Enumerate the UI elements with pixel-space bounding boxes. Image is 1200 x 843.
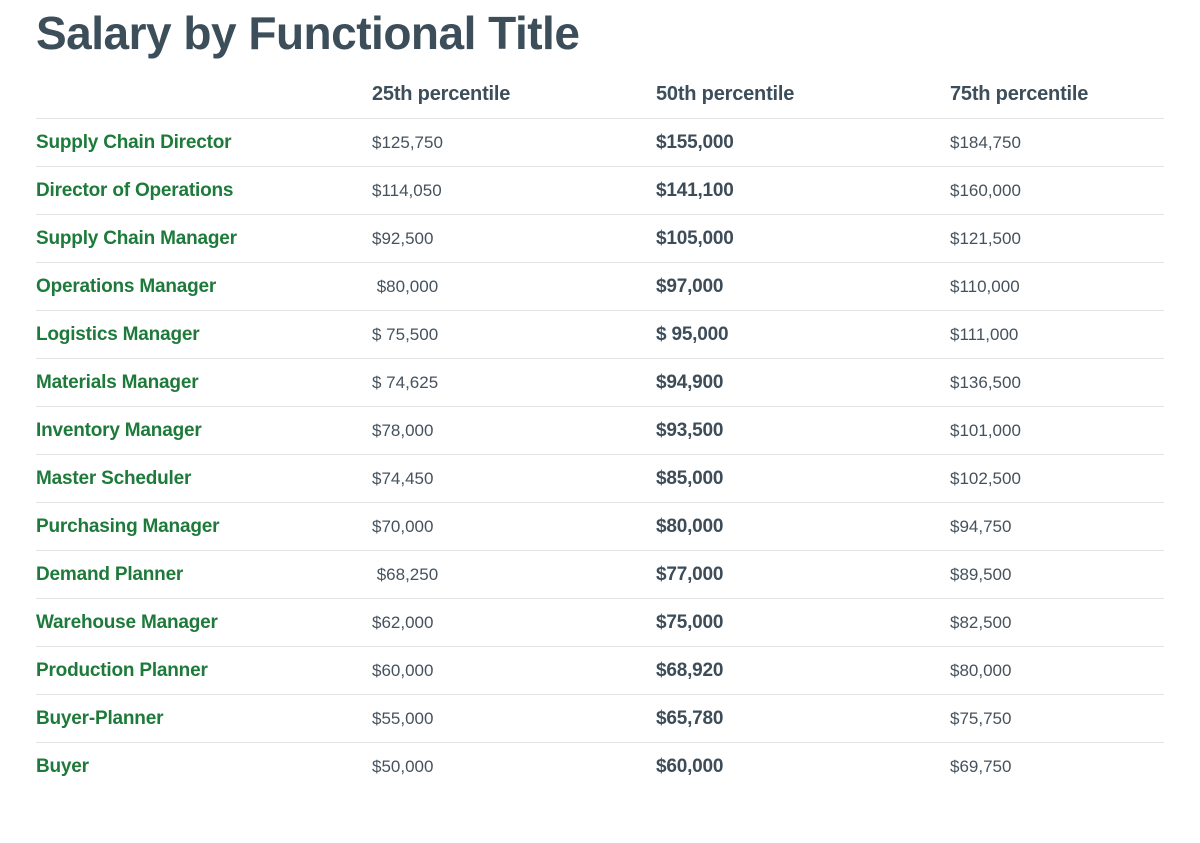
job-title: Warehouse Manager [36, 611, 218, 633]
salary-25th-percentile: $78,000 [372, 420, 434, 440]
salary-50th-percentile: $77,000 [656, 563, 724, 585]
job-title: Materials Manager [36, 371, 199, 393]
table-row: Materials Manager $ 74,625 $94,900 $136,… [36, 359, 1164, 408]
salary-50th-percentile: $97,000 [656, 275, 724, 297]
job-title: Purchasing Manager [36, 515, 220, 537]
page: Salary by Functional Title 25th percenti… [36, 7, 1164, 791]
table-row: Supply Chain Manager $92,500 $105,000 $1… [36, 215, 1164, 264]
page-title: Salary by Functional Title [36, 7, 580, 59]
table-row: Production Planner $60,000 $68,920 $80,0… [36, 647, 1164, 696]
job-title: Production Planner [36, 659, 208, 681]
table-row: Buyer $50,000 $60,000 $69,750 [36, 743, 1164, 791]
salary-50th-percentile: $94,900 [656, 371, 724, 393]
table-row: Supply Chain Director $125,750 $155,000 … [36, 119, 1164, 168]
salary-50th-percentile: $60,000 [656, 756, 724, 778]
table-row: Operations Manager $80,000 $97,000 $110,… [36, 263, 1164, 312]
table-row: Buyer-Planner $55,000 $65,780 $75,750 [36, 695, 1164, 744]
salary-25th-percentile: $80,000 [372, 276, 439, 296]
column-header-50th-percentile: 50th percentile [656, 83, 795, 106]
salary-25th-percentile: $50,000 [372, 757, 434, 777]
salary-25th-percentile: $68,250 [372, 564, 439, 584]
job-title: Operations Manager [36, 275, 217, 297]
job-title: Supply Chain Director [36, 131, 232, 153]
table-row: Purchasing Manager $70,000 $80,000 $94,7… [36, 503, 1164, 552]
column-header-25th-percentile: 25th percentile [372, 83, 511, 106]
salary-75th-percentile: $101,000 [950, 420, 1021, 440]
salary-50th-percentile: $75,000 [656, 611, 724, 633]
salary-table: 25th percentile 50th percentile 75th per… [36, 83, 1164, 791]
table-body: Supply Chain Director $125,750 $155,000 … [36, 119, 1164, 791]
table-row: Director of Operations $114,050 $141,100… [36, 167, 1164, 216]
salary-75th-percentile: $160,000 [950, 180, 1021, 200]
table-row: Warehouse Manager $62,000 $75,000 $82,50… [36, 599, 1164, 648]
table-header-row: 25th percentile 50th percentile 75th per… [36, 83, 1164, 120]
salary-75th-percentile: $69,750 [950, 757, 1012, 777]
job-title: Logistics Manager [36, 323, 200, 345]
table-row: Demand Planner $68,250 $77,000 $89,500 [36, 551, 1164, 600]
salary-50th-percentile: $93,500 [656, 419, 724, 441]
salary-75th-percentile: $80,000 [950, 660, 1012, 680]
salary-75th-percentile: $136,500 [950, 372, 1021, 392]
salary-25th-percentile: $74,450 [372, 468, 434, 488]
job-title: Director of Operations [36, 179, 234, 201]
salary-50th-percentile: $105,000 [656, 227, 734, 249]
table-row: Master Scheduler $74,450 $85,000 $102,50… [36, 455, 1164, 504]
column-header-75th-percentile: 75th percentile [950, 83, 1089, 106]
salary-75th-percentile: $94,750 [950, 516, 1012, 536]
salary-75th-percentile: $102,500 [950, 468, 1021, 488]
salary-25th-percentile: $ 75,500 [372, 324, 439, 344]
salary-50th-percentile: $68,920 [656, 659, 724, 681]
table-row: Logistics Manager $ 75,500 $ 95,000 $111… [36, 311, 1164, 360]
salary-75th-percentile: $75,750 [950, 708, 1012, 728]
salary-75th-percentile: $121,500 [950, 228, 1021, 248]
job-title: Master Scheduler [36, 467, 192, 489]
salary-75th-percentile: $111,000 [950, 324, 1019, 344]
salary-50th-percentile: $65,780 [656, 707, 724, 729]
salary-75th-percentile: $82,500 [950, 612, 1012, 632]
job-title: Buyer [36, 756, 89, 778]
salary-50th-percentile: $141,100 [656, 179, 734, 201]
salary-25th-percentile: $114,050 [372, 180, 442, 200]
job-title: Demand Planner [36, 563, 184, 585]
salary-75th-percentile: $110,000 [950, 276, 1020, 296]
salary-25th-percentile: $62,000 [372, 612, 434, 632]
job-title: Buyer-Planner [36, 707, 164, 729]
salary-75th-percentile: $89,500 [950, 564, 1012, 584]
salary-50th-percentile: $80,000 [656, 515, 724, 537]
salary-25th-percentile: $60,000 [372, 660, 434, 680]
salary-50th-percentile: $85,000 [656, 467, 724, 489]
salary-25th-percentile: $55,000 [372, 708, 434, 728]
job-title: Inventory Manager [36, 419, 202, 441]
salary-25th-percentile: $125,750 [372, 132, 443, 152]
salary-75th-percentile: $184,750 [950, 132, 1021, 152]
salary-25th-percentile: $ 74,625 [372, 372, 439, 392]
table-row: Inventory Manager $78,000 $93,500 $101,0… [36, 407, 1164, 456]
salary-25th-percentile: $92,500 [372, 228, 434, 248]
salary-50th-percentile: $ 95,000 [656, 323, 729, 345]
job-title: Supply Chain Manager [36, 227, 237, 249]
salary-25th-percentile: $70,000 [372, 516, 434, 536]
salary-50th-percentile: $155,000 [656, 131, 734, 153]
